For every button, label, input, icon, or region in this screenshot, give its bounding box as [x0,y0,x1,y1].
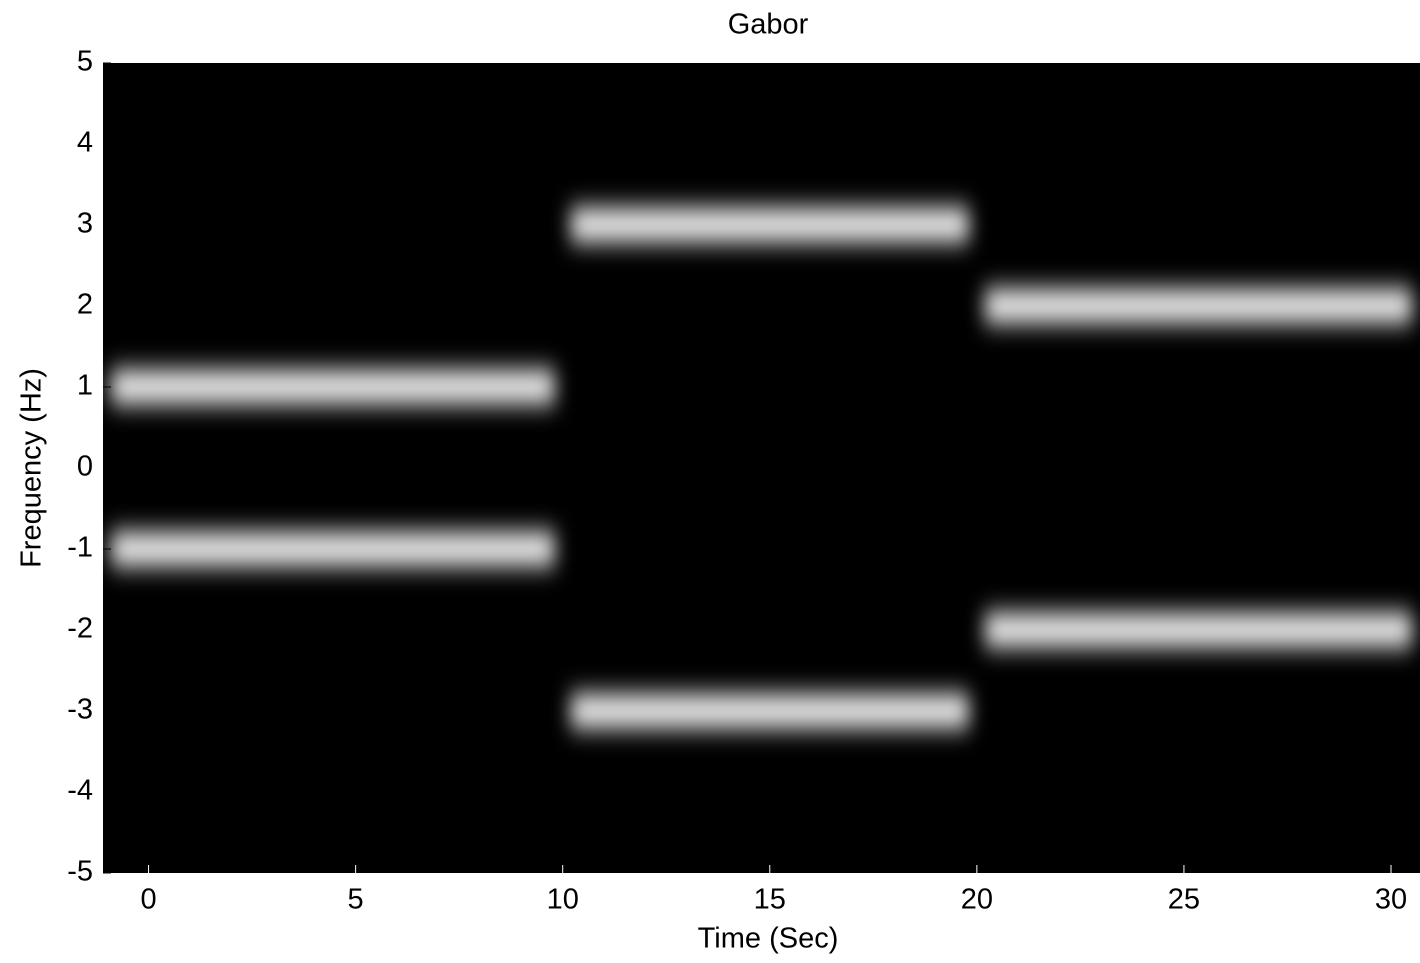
y-tick-label: 3 [77,208,93,240]
band [570,209,969,241]
band [984,290,1412,322]
y-tick-label: 1 [77,370,93,402]
x-tick-label: 15 [754,884,786,916]
y-tick-label: -4 [67,775,93,807]
band [570,695,969,727]
band [984,614,1412,646]
bands [111,209,1412,727]
y-tick-label: 0 [77,451,93,483]
y-tick-label: 4 [77,127,93,159]
y-tick-label: -3 [67,694,93,726]
y-tick-label: 2 [77,289,93,321]
chart-title: Gabor [728,9,809,41]
x-tick-label: 20 [961,884,993,916]
x-tick-label: 30 [1375,884,1407,916]
y-axis-label: Frequency (Hz) [16,368,48,568]
y-tick-label: -2 [67,613,93,645]
x-tick-label: 25 [1168,884,1200,916]
y-tick-label: 5 [77,46,93,78]
band [111,533,555,565]
y-tick-label: -5 [67,856,93,888]
band [111,371,555,403]
x-tick-label: 5 [348,884,364,916]
x-tick-label: 10 [547,884,579,916]
x-axis-label: Time (Sec) [698,923,839,955]
y-tick-label: -1 [67,532,93,564]
x-tick-label: 0 [140,884,156,916]
plot-background [103,63,1420,873]
